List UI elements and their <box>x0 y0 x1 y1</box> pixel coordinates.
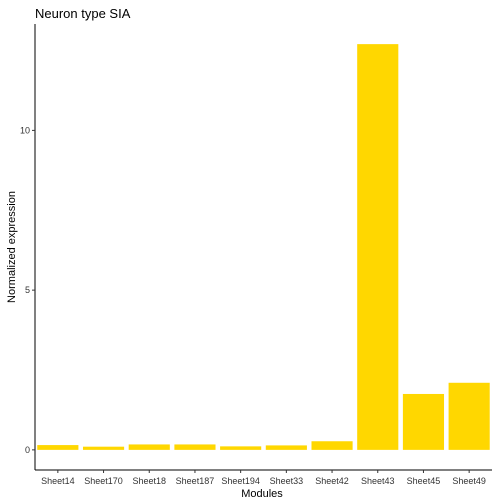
chart-title: Neuron type SIA <box>35 6 131 21</box>
x-tick-label: Sheet14 <box>41 476 75 486</box>
bar-sheet170 <box>82 446 125 450</box>
bar-sheet187 <box>174 444 216 450</box>
x-tick-label: Sheet45 <box>407 476 441 486</box>
y-tick-label: 10 <box>20 125 30 135</box>
x-tick-label: Sheet194 <box>221 476 260 486</box>
x-tick-label: Sheet33 <box>270 476 304 486</box>
y-axis: 0 5 10 <box>20 24 36 470</box>
bar-sheet49 <box>448 382 490 450</box>
x-tick-label: Sheet170 <box>84 476 123 486</box>
x-axis: Sheet14 Sheet170 Sheet18 Sheet187 Sheet194 Sh… <box>35 469 492 486</box>
x-tick-label: Sheet42 <box>315 476 349 486</box>
x-tick-label: Sheet18 <box>132 476 166 486</box>
bar-sheet33 <box>265 445 307 450</box>
x-tick-label: Sheet43 <box>361 476 395 486</box>
bar-sheet14 <box>37 445 79 450</box>
y-tick-label: 0 <box>25 445 30 455</box>
x-tick-label: Sheet187 <box>176 476 215 486</box>
x-tick-label: Sheet49 <box>452 476 486 486</box>
bar-sheet42 <box>311 441 353 450</box>
bar-sheet18 <box>128 444 170 450</box>
x-axis-title: Modules <box>241 488 283 500</box>
bar-sheet43 <box>357 44 399 450</box>
bar-sheet45 <box>402 393 445 450</box>
bars-group <box>37 44 490 450</box>
y-tick-label: 5 <box>25 285 30 295</box>
bar-sheet194 <box>220 446 262 450</box>
y-axis-title: Normalized expression <box>6 191 18 303</box>
